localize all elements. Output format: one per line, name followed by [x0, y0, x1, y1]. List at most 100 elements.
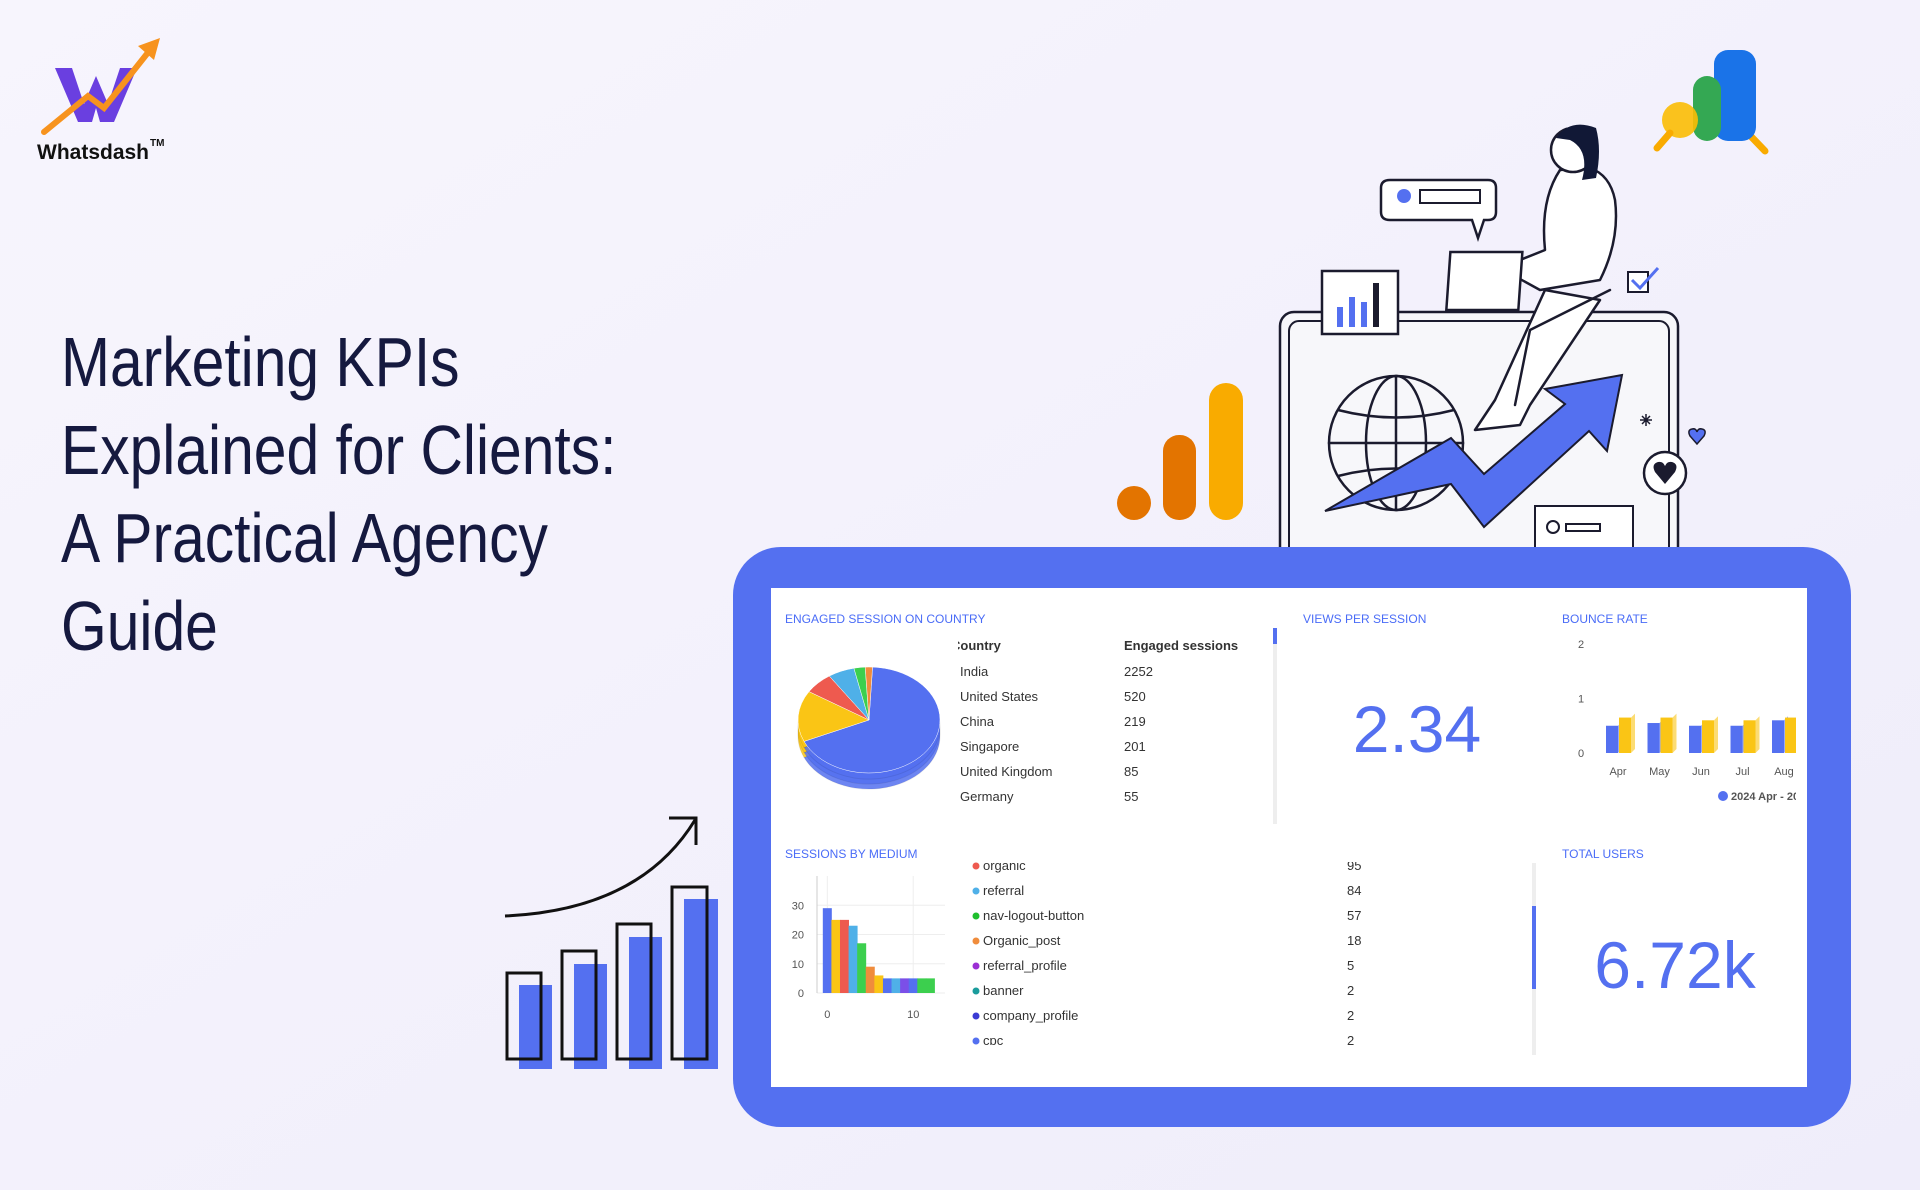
headline: Marketing KPIs Explained for Clients: A Pr…	[61, 322, 616, 665]
deco-bar	[684, 899, 718, 1069]
pie-slice	[864, 666, 873, 721]
legend-label: Organic_post	[983, 933, 1061, 948]
bar	[917, 978, 927, 993]
scrollbar-thumb	[1273, 628, 1277, 644]
table-cell: China	[960, 714, 995, 729]
bar	[848, 925, 858, 993]
deco-arrow-head	[669, 816, 698, 845]
legend-label: referral_profile	[983, 958, 1067, 973]
y-tick-label: 10	[792, 959, 804, 971]
bar	[1772, 720, 1784, 753]
deco-bar-outline	[670, 885, 709, 1061]
window-dot	[1546, 520, 1560, 534]
kpi-value: 2.34	[1353, 692, 1481, 766]
headline-line: Explained for Clients:	[61, 410, 616, 489]
laptop	[1444, 250, 1524, 312]
bar-side	[1631, 713, 1635, 753]
column-header: Country	[951, 638, 1002, 653]
logo-arrow-head	[138, 38, 160, 60]
widget-title: SESSIONS BY MEDIUM	[785, 847, 917, 861]
widget-title: BOUNCE RATE	[1562, 612, 1648, 626]
legend-dot	[1718, 791, 1728, 801]
legend-value: 2	[1347, 1033, 1354, 1048]
country-table: Country Engaged sessions India 2252 United S…	[951, 638, 1238, 804]
dashboard: ENGAGED SESSION ON COUNTRY VIEWS PER SES…	[785, 612, 1796, 1055]
ga-icon-bar	[1693, 76, 1721, 141]
logo-arrow	[41, 47, 153, 135]
bar	[1743, 720, 1756, 753]
legend-value: 95	[1347, 858, 1361, 873]
table-cell: 55	[1124, 789, 1138, 804]
bar	[831, 919, 841, 993]
bar	[1730, 725, 1743, 753]
pie-chart	[797, 666, 941, 790]
deco-bar-outline	[560, 949, 598, 1061]
bar-side	[1755, 716, 1760, 753]
deco-bar-outline	[505, 971, 543, 1061]
ga-dot	[1117, 486, 1151, 520]
legend-dot	[972, 912, 980, 920]
table-cell: 219	[1124, 714, 1146, 729]
legend-value: 57	[1347, 908, 1361, 923]
bar-side	[1714, 716, 1718, 753]
table-cell: United States	[960, 689, 1039, 704]
legend-label: cpc	[983, 1033, 1004, 1048]
chart-card-bar	[1349, 297, 1355, 327]
logo: Whatsdash TM	[37, 38, 164, 164]
headline-line: A Practical Agency	[61, 498, 548, 577]
legend-dot	[972, 987, 980, 995]
deco-bar-outline	[615, 922, 653, 1061]
legend-dot	[972, 937, 980, 945]
legend-dot	[972, 962, 980, 970]
y-tick-label: 30	[792, 900, 804, 912]
y-tick-label: 1	[1578, 694, 1584, 706]
x-tick-label: Aug	[1774, 766, 1794, 778]
growth-arrow	[1324, 373, 1624, 529]
deco-arrow	[504, 819, 697, 918]
bar	[908, 978, 918, 993]
bar	[857, 943, 867, 993]
logo-tm: TM	[150, 138, 164, 149]
table-cell: Germany	[960, 789, 1014, 804]
table-cell: 2252	[1124, 664, 1153, 679]
table-cell: Singapore	[960, 739, 1019, 754]
legend-dot	[972, 1012, 980, 1020]
x-tick-label: Apr	[1609, 766, 1626, 778]
ga-icon-bar	[1714, 50, 1756, 141]
pie-slice	[803, 666, 941, 774]
legend-value: 2	[1347, 983, 1354, 998]
bar	[891, 978, 901, 993]
chart-card	[1320, 269, 1400, 336]
bubble-dot	[1397, 189, 1411, 203]
x-tick-label: 0	[824, 1009, 830, 1021]
bar	[1660, 717, 1673, 753]
legend-label: organic	[983, 858, 1026, 873]
headline-line: Marketing KPIs	[61, 322, 460, 401]
dashboard-panel	[771, 588, 1807, 1087]
y-tick-label: 0	[798, 988, 804, 1000]
person	[1473, 166, 1618, 432]
headline-line: Guide	[61, 586, 218, 665]
ga-lens-handle	[1653, 129, 1674, 152]
bar	[822, 908, 832, 993]
legend-label: company_profile	[983, 1008, 1078, 1023]
heart	[1653, 461, 1677, 484]
scrollbar-thumb	[1532, 906, 1536, 989]
checkbox	[1627, 271, 1649, 293]
y-tick-label: 2	[1578, 639, 1584, 651]
ga-icon-lens	[1662, 102, 1698, 138]
bar	[1647, 723, 1660, 753]
growth-art	[504, 816, 718, 1069]
x-tick-label: Jun	[1692, 766, 1710, 778]
small-heart	[1688, 428, 1706, 446]
y-tick-label: 20	[792, 930, 804, 942]
bar-side	[1672, 713, 1677, 753]
bar	[1702, 720, 1714, 753]
ga-bar	[1209, 383, 1243, 520]
widget-title: VIEWS PER SESSION	[1303, 612, 1426, 626]
x-tick-label: Jul	[1735, 766, 1749, 778]
sparkle	[1640, 414, 1652, 426]
bar	[874, 975, 884, 993]
legend-dot	[972, 1037, 980, 1045]
bar	[1785, 717, 1796, 753]
